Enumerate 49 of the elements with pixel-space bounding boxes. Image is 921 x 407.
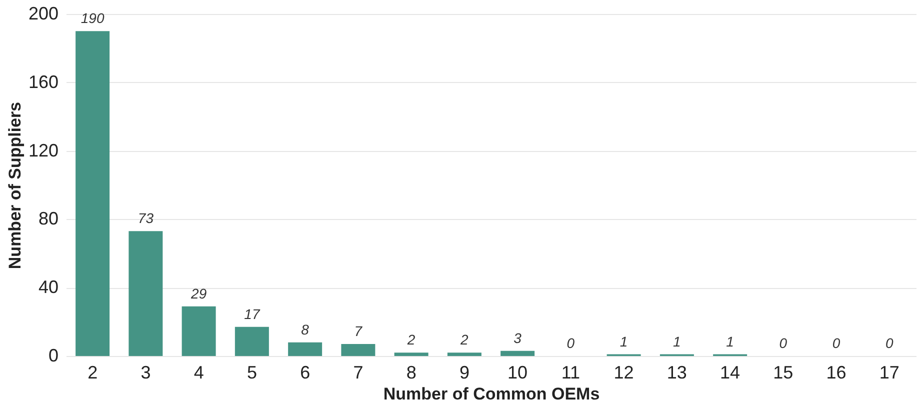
data-label: 1 [620,333,628,350]
x-tick-label: 6 [300,362,310,382]
data-label: 7 [354,323,364,340]
x-tick-label: 7 [353,362,364,382]
x-tick-label: 13 [666,362,687,382]
data-label: 1 [726,333,734,350]
x-tick-label: 8 [406,362,416,382]
bar [341,344,376,356]
data-label: 17 [244,306,261,322]
x-tick-label: 12 [614,362,634,382]
bar [447,352,482,356]
y-tick-label: 120 [28,140,58,160]
data-label: 190 [80,10,104,26]
bar [288,342,322,356]
data-label: 73 [138,210,154,226]
data-label: 0 [832,335,840,351]
y-axis-title: Number of Suppliers [5,102,24,270]
y-tick-label: 160 [28,72,58,92]
x-axis-title: Number of Common OEMs [383,384,600,404]
x-tick-label: 10 [508,362,528,382]
y-tick-label: 0 [48,346,58,366]
y-tick-label: 40 [38,277,58,298]
bar [234,326,269,356]
x-tick-label: 16 [826,362,846,382]
y-tick-label: 200 [28,4,58,24]
x-tick-label: 9 [459,362,470,382]
data-label: 29 [190,285,207,302]
data-label: 2 [406,332,416,348]
data-label: 3 [514,330,522,346]
bar [182,306,216,356]
data-label: 0 [566,335,575,351]
x-tick-label: 17 [879,362,900,382]
x-tick-label: 14 [720,362,740,382]
x-tick-label: 4 [194,362,204,382]
bar [500,350,535,356]
data-label: 0 [886,335,894,351]
bar [128,231,163,356]
data-label: 2 [460,332,469,348]
x-tick-label: 3 [140,362,151,382]
y-tick-label: 80 [38,208,58,229]
bar [394,352,428,356]
data-label: 1 [673,333,681,350]
x-tick-label: 2 [88,362,98,382]
data-label: 0 [779,335,788,351]
x-tick-label: 11 [561,362,580,382]
x-tick-label: 5 [246,362,257,382]
bar [76,31,110,356]
data-label: 8 [301,321,310,338]
x-tick-label: 15 [773,362,794,382]
